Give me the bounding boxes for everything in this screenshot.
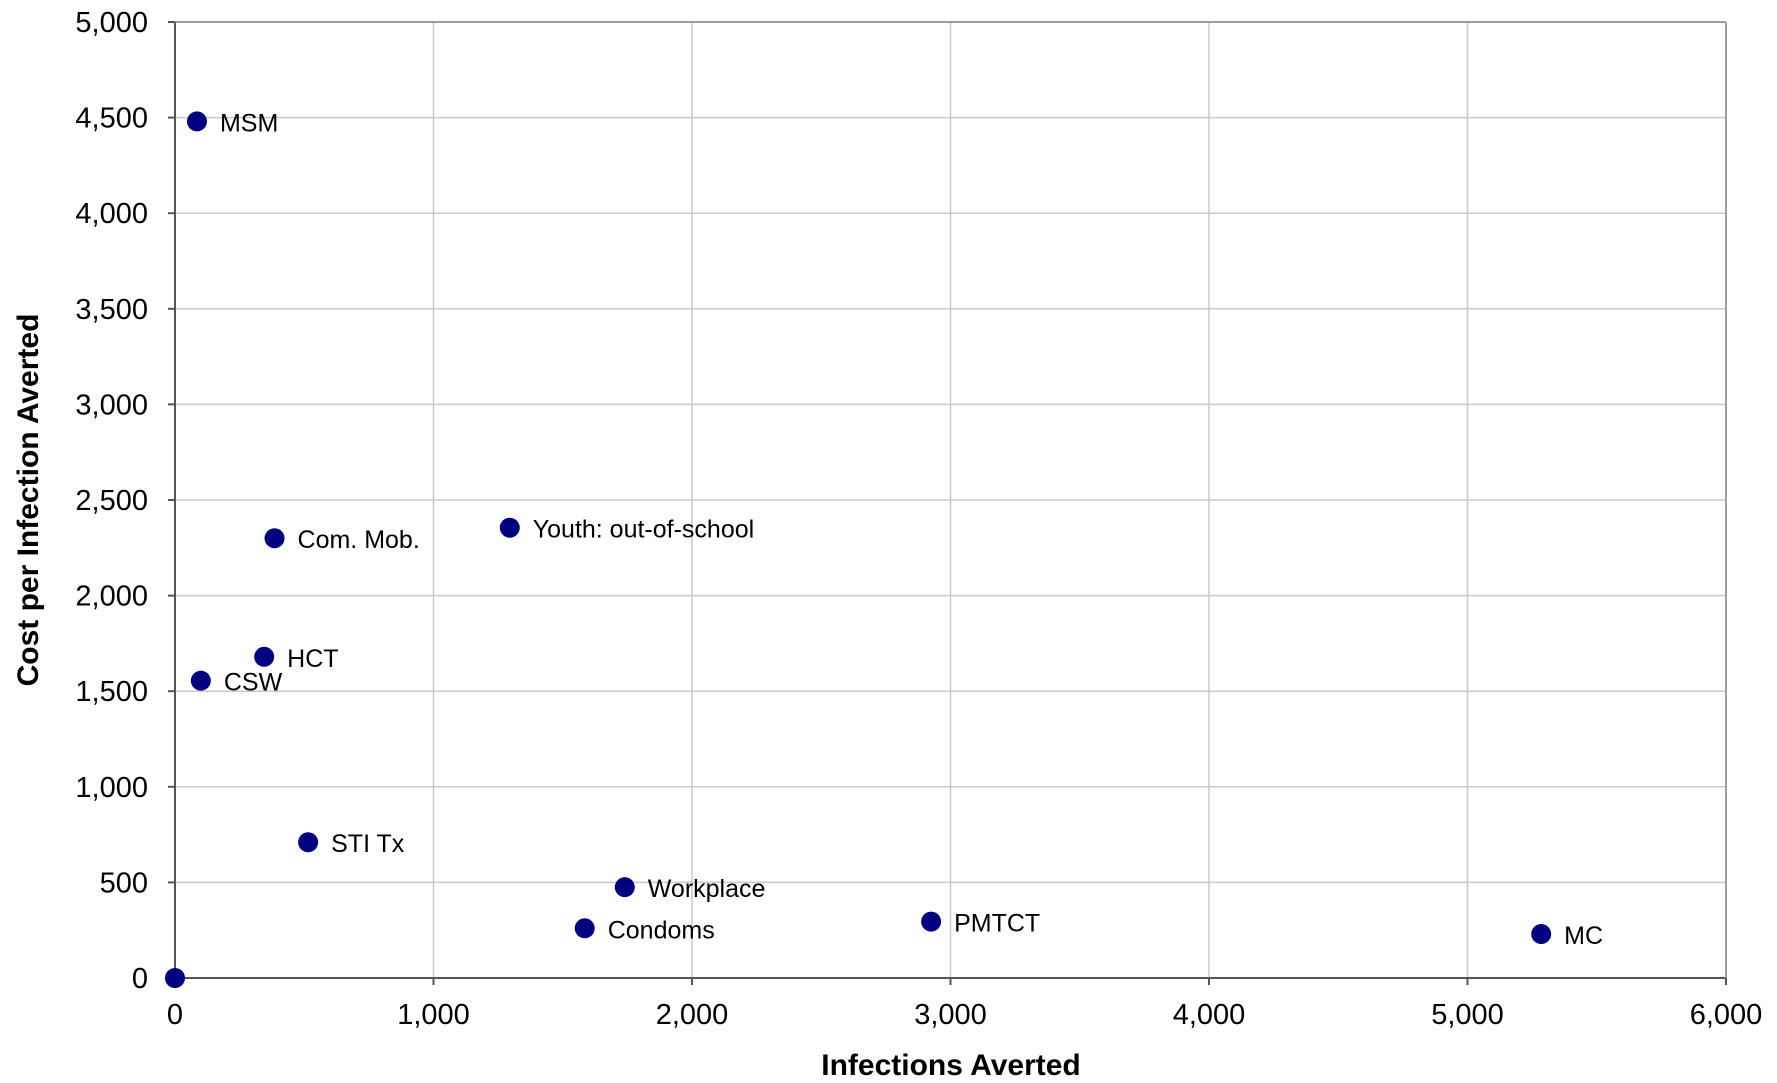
y-tick-label: 5,000	[75, 7, 148, 39]
y-tick-label: 500	[100, 867, 148, 899]
data-point	[298, 832, 319, 853]
y-tick-label: 2,000	[75, 581, 148, 613]
x-tick-label: 1,000	[397, 999, 470, 1031]
data-point	[264, 528, 285, 549]
data-point	[165, 968, 185, 988]
x-tick-label: 2,000	[656, 999, 729, 1031]
data-point	[254, 646, 275, 667]
y-tick-label: 3,000	[75, 389, 148, 421]
data-point-label: Condoms	[608, 916, 715, 944]
data-point-label: Youth: out-of-school	[533, 516, 754, 544]
y-axis-ticks: 0 500 1,000 1,500 2,000 2,500 3,000 3,500 4,000 4…	[75, 7, 175, 995]
x-tick-label: 3,000	[914, 999, 987, 1031]
data-point	[190, 670, 211, 691]
data-point	[921, 911, 942, 932]
data-point-label: STI Tx	[331, 830, 405, 858]
data-point-label: Com. Mob.	[298, 526, 420, 554]
data-point	[1531, 924, 1552, 945]
data-point	[574, 918, 595, 939]
data-point-label: CSW	[224, 669, 283, 697]
data-point	[499, 517, 520, 538]
x-axis-ticks: 0 1,000 2,000 3,000 4,000 5,000 6,000	[167, 978, 1762, 1031]
y-tick-label: 4,500	[75, 103, 148, 135]
data-point-label: MC	[1564, 922, 1603, 950]
data-point-label: PMTCT	[954, 910, 1040, 938]
x-tick-label: 5,000	[1431, 999, 1504, 1031]
data-point	[186, 111, 207, 132]
y-tick-label: 0	[132, 963, 148, 995]
data-point-label: MSM	[220, 109, 278, 137]
x-tick-label: 4,000	[1173, 999, 1246, 1031]
y-axis-title: Cost per Infection Averted	[12, 314, 45, 687]
y-tick-label: 1,000	[75, 772, 148, 804]
data-point-label: HCT	[287, 645, 338, 673]
y-tick-label: 1,500	[75, 676, 148, 708]
data-point	[614, 877, 635, 898]
y-tick-label: 3,500	[75, 294, 148, 326]
x-tick-label: 0	[167, 999, 183, 1031]
y-tick-label: 4,000	[75, 198, 148, 230]
gridlines	[175, 21, 1727, 978]
x-tick-label: 6,000	[1690, 999, 1763, 1031]
data-point-label: Workplace	[648, 875, 766, 903]
y-tick-label: 2,500	[75, 485, 148, 517]
x-axis-title: Infections Averted	[821, 1049, 1081, 1082]
